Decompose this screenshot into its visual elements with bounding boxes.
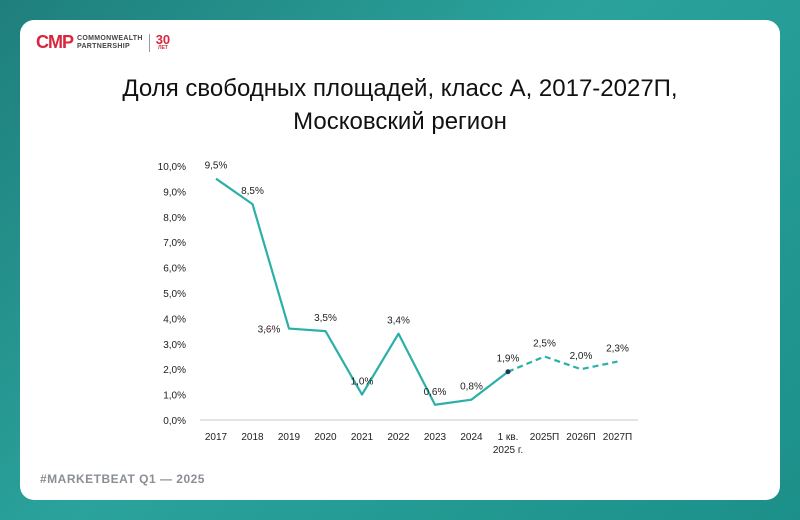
y-tick-label: 3,0% — [163, 340, 186, 351]
logo-line1: COMMONWEALTH — [77, 34, 143, 42]
line-chart: 0,0% 1,0% 2,0% 3,0% 4,0% 5,0% 6,0% 7,0% 8,0% 9,0%… — [158, 161, 638, 456]
x-tick-label: 2019 — [278, 432, 301, 443]
footer-tag: #MARKETBEAT Q1 — 2025 — [40, 472, 205, 486]
data-label: 2,0% — [570, 351, 593, 362]
data-label: 3,4% — [387, 316, 410, 327]
series-line-forecast — [507, 355, 618, 373]
company-logo: CMP COMMONWEALTH PARTNERSHIP 30 ЛЕТ — [36, 32, 170, 53]
x-tick-label: 2020 — [314, 432, 337, 443]
data-label: 1,0% — [351, 377, 374, 388]
logo-divider — [148, 33, 150, 52]
x-tick-label: 2022 — [387, 432, 410, 443]
y-tick-label: 2,0% — [163, 365, 186, 376]
series-line-actual — [215, 177, 509, 406]
logo-text: COMMONWEALTH PARTNERSHIP — [77, 35, 143, 51]
data-label: 0,8% — [460, 382, 483, 393]
y-tick-label: 4,0% — [163, 314, 186, 325]
data-label: 3,5% — [314, 313, 337, 324]
data-label: 2,5% — [533, 339, 556, 350]
anniversary-badge: 30 ЛЕТ — [155, 32, 171, 51]
x-tick-label: 2027П — [603, 432, 632, 443]
anniversary-years: 30 — [155, 32, 171, 47]
x-tick-label: 2025П — [530, 432, 559, 443]
data-label: 1,9% — [497, 354, 520, 365]
chart-title-line1: Доля свободных площадей, класс А, 2017-2… — [122, 75, 678, 102]
data-point-marker — [505, 369, 511, 375]
chart-title: Доля свободных площадей, класс А, 2017-2… — [20, 72, 780, 138]
chart-title-line2: Московский регион — [293, 108, 507, 135]
y-tick-label: 6,0% — [163, 264, 186, 275]
y-tick-label: 1,0% — [163, 391, 186, 402]
y-tick-label: 8,0% — [163, 213, 186, 224]
x-tick-label: 1 кв. 2025 г. — [493, 432, 523, 456]
y-tick-label: 9,0% — [163, 187, 186, 198]
x-tick-label: 2017 — [205, 432, 228, 443]
x-tick-label: 2023 — [424, 432, 447, 443]
card: CMP COMMONWEALTH PARTNERSHIP 30 ЛЕТ Доля… — [20, 20, 780, 500]
y-tick-label: 5,0% — [163, 289, 186, 300]
y-tick-label: 7,0% — [163, 238, 186, 249]
anniversary-sub: ЛЕТ — [157, 45, 168, 51]
logo-mark: CMP — [36, 32, 74, 52]
data-label: 2,3% — [606, 344, 629, 355]
x-tick-label: 2018 — [241, 432, 264, 443]
y-tick-label: 10,0% — [158, 162, 186, 173]
logo-line2: PARTNERSHIP — [77, 42, 130, 50]
data-label: 9,5% — [205, 161, 228, 172]
data-label: 8,5% — [241, 186, 264, 197]
x-tick-label: 2024 — [460, 432, 483, 443]
data-label: 0,6% — [424, 387, 447, 398]
x-tick-label: 2026П — [566, 432, 595, 443]
y-tick-label: 0,0% — [163, 416, 186, 427]
x-tick-label: 2021 — [351, 432, 374, 443]
